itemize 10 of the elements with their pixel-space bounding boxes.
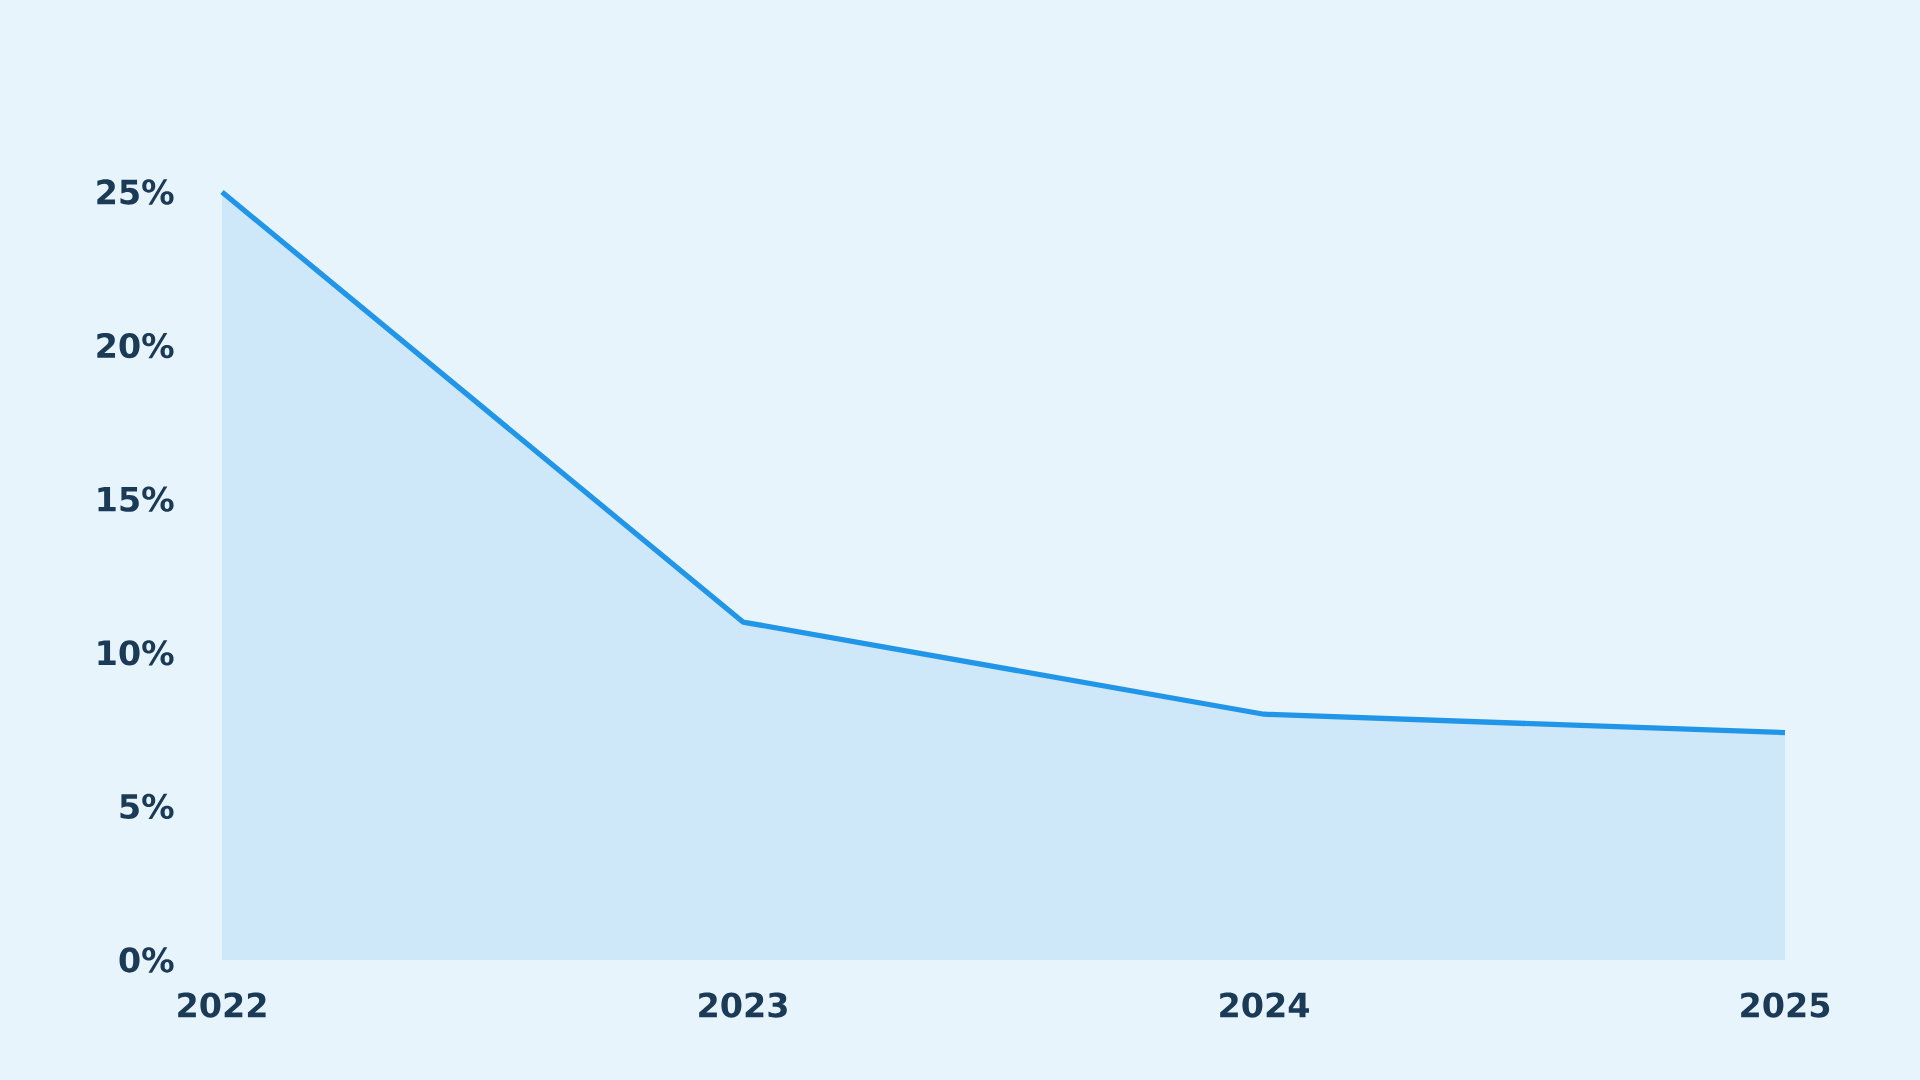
x-tick-label: 2022 [178,992,266,1018]
x-tick-label: 2024 [1220,992,1309,1018]
x-tick-label: 2025 [1741,992,1830,1018]
y-tick-label: 10% [98,640,174,666]
y-tick-label: 20% [97,332,174,359]
y-tick-label: 5% [120,793,174,820]
y-tick-label: 0% [119,947,174,973]
x-tick-label: 2023 [699,992,787,1018]
y-tick-label: 15% [98,486,174,512]
y-tick-label: 25% [97,179,174,205]
